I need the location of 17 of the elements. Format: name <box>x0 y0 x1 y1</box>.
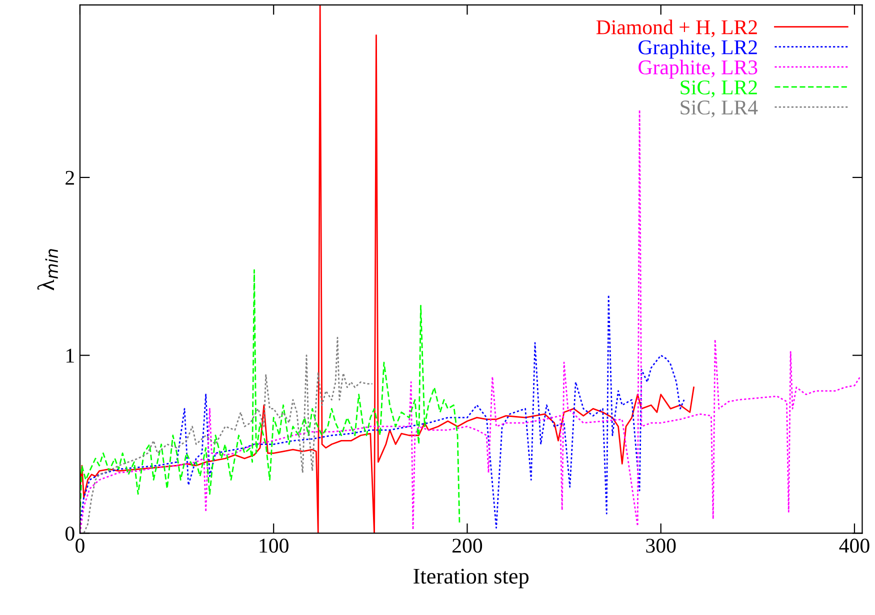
x-tick-label: 300 <box>646 538 676 553</box>
legend-label: Graphite, LR3 <box>638 60 758 79</box>
y-tick-label: 2 <box>66 170 74 185</box>
x-tick-label: 100 <box>260 538 288 553</box>
x-tick-label: 200 <box>452 538 482 553</box>
legend-label: SiC, LR2 <box>680 80 757 98</box>
x-tick-label: 0 <box>76 538 84 553</box>
legend-label: Diamond + H, LR2 <box>596 20 757 38</box>
x-axis-title: Iteration step <box>414 568 529 588</box>
legend-label: Graphite, LR2 <box>638 40 757 59</box>
y-axis-title: λ$_{min}$ <box>37 249 58 290</box>
line-series <box>80 269 460 524</box>
y-tick-label: 0 <box>65 526 74 541</box>
line-series <box>80 294 685 529</box>
legend-label: SiC, LR4 <box>680 100 758 118</box>
x-tick-label: 400 <box>839 538 870 553</box>
y-tick-label: 1 <box>66 348 74 363</box>
